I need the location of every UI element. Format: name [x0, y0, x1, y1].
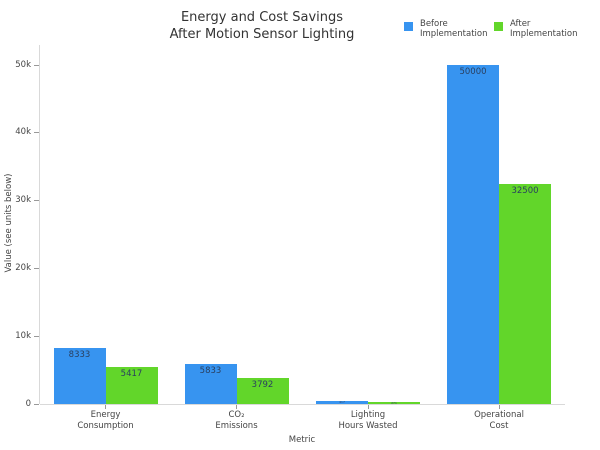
bar-after-2: 271 [368, 402, 420, 404]
y-tick [34, 200, 39, 202]
bar-after-3 [499, 183, 551, 404]
bar-value-label: 5833 [199, 366, 222, 377]
y-tick-label: 30k [15, 195, 31, 206]
x-tick [367, 405, 369, 409]
legend-swatch-before [404, 22, 413, 31]
y-tick-label: 0 [25, 398, 31, 409]
legend-label-after: After Implementation [510, 19, 578, 39]
y-tick-label: 40k [15, 127, 31, 138]
x-tick [236, 405, 237, 409]
x-category-label: CO₂ Emissions [215, 410, 258, 431]
bar-after-0 [105, 367, 158, 404]
bar-after-1 [236, 378, 289, 404]
y-tick [34, 64, 39, 66]
x-axis-title: Metric [288, 435, 316, 445]
legend-swatch-after [494, 22, 503, 31]
chart-title-line-1: Energy and Cost Savings [180, 10, 344, 25]
y-tick [34, 335, 39, 337]
y-tick-label: 10k [15, 330, 31, 341]
y-tick [34, 267, 39, 269]
bar-before-2: 417 [316, 401, 368, 404]
x-category-label: Operational Cost [474, 410, 524, 431]
legend-item-after-implementation[interactable]: After Implementation [494, 19, 578, 39]
y-axis-title: Value (see units below) [4, 173, 14, 273]
bar-value-label: 271 [368, 402, 420, 404]
bar-value-label: 8333 [68, 349, 91, 360]
legend-item-before-implementation[interactable]: Before Implementation [404, 19, 488, 39]
x-tick [105, 405, 106, 409]
x-category-label: Lighting Hours Wasted [338, 410, 398, 431]
bar-before-1 [184, 364, 237, 404]
bar-value-label: 32500 [511, 185, 539, 196]
x-tick [498, 405, 500, 409]
y-tick-label: 50k [15, 59, 31, 70]
y-tick [34, 403, 39, 405]
x-axis-line [40, 404, 565, 405]
chart-title: Energy and Cost Savings After Motion Sen… [170, 9, 355, 43]
bar-value-label: 3792 [251, 380, 274, 391]
chart-title-line-2: After Motion Sensor Lighting [169, 27, 355, 42]
bar-before-0 [53, 347, 106, 404]
legend-label-before: Before Implementation [420, 19, 488, 39]
bar-value-label: 5417 [120, 369, 143, 380]
y-axis-line [39, 45, 40, 404]
y-tick [34, 132, 39, 134]
bar-value-label: 417 [339, 401, 345, 404]
y-tick-label: 20k [15, 262, 31, 273]
bar-value-label: 50000 [459, 67, 487, 77]
bar-before-3 [447, 65, 499, 404]
x-category-label: Energy Consumption [77, 410, 134, 431]
